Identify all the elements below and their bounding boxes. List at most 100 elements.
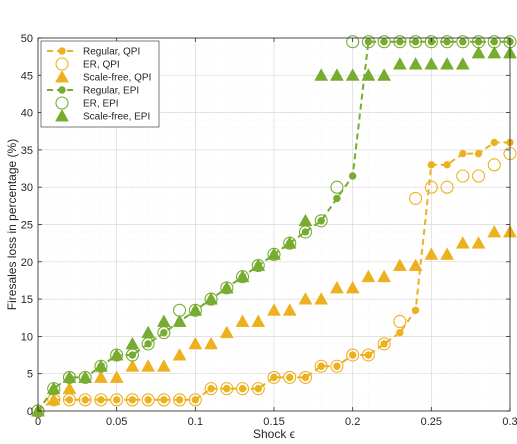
legend: Regular, QPI ER, QPI Scale-free, QPI Regula… xyxy=(40,40,160,128)
x-tick-label: 0.15 xyxy=(263,416,284,428)
data-point xyxy=(235,269,250,283)
y-tick-label: 50 xyxy=(21,33,33,45)
data-point xyxy=(427,161,436,169)
data-point xyxy=(392,57,407,70)
data-point xyxy=(110,393,124,407)
data-point xyxy=(380,38,388,46)
data-point xyxy=(348,172,357,180)
series-layer xyxy=(31,35,517,418)
data-point xyxy=(157,393,171,407)
data-point xyxy=(443,161,451,169)
data-point xyxy=(408,258,423,271)
data-point xyxy=(408,57,423,70)
data-point xyxy=(392,258,407,271)
legend-marker xyxy=(58,86,66,94)
data-point xyxy=(188,303,203,316)
series-scale-free-epi xyxy=(31,45,517,417)
data-point xyxy=(487,158,501,172)
data-point xyxy=(471,236,486,249)
data-point xyxy=(144,340,152,348)
legend-entry: Scale-free, EPI xyxy=(55,108,150,123)
data-point xyxy=(333,194,341,203)
data-point xyxy=(94,393,108,407)
data-point xyxy=(220,382,234,396)
data-point xyxy=(282,236,297,249)
legend-label: Scale-free, QPI xyxy=(83,73,151,84)
legend-marker xyxy=(55,69,69,83)
data-point xyxy=(361,348,375,362)
data-point xyxy=(125,359,140,372)
y-tick-label: 20 xyxy=(21,257,33,269)
y-tick-label: 45 xyxy=(21,70,33,82)
data-point xyxy=(235,314,250,327)
data-point xyxy=(94,359,108,372)
data-point xyxy=(298,370,313,384)
data-point xyxy=(160,396,168,404)
data-point xyxy=(78,393,92,407)
data-point xyxy=(46,392,61,406)
data-point xyxy=(456,169,470,183)
data-point xyxy=(424,57,439,70)
series-er-qpi xyxy=(31,147,517,418)
data-point xyxy=(62,381,77,395)
data-point xyxy=(424,35,438,49)
data-point xyxy=(330,280,344,294)
data-point xyxy=(144,396,152,404)
data-point xyxy=(141,359,156,372)
data-point xyxy=(267,370,281,384)
data-point xyxy=(298,213,313,227)
data-point xyxy=(455,236,470,249)
data-point xyxy=(409,35,423,49)
data-point xyxy=(471,45,486,59)
data-point xyxy=(377,269,392,283)
data-point xyxy=(440,180,454,194)
data-point xyxy=(267,247,281,260)
y-tick-label: 40 xyxy=(21,108,33,120)
data-point xyxy=(188,393,202,407)
data-point xyxy=(173,393,187,407)
data-point xyxy=(459,38,467,46)
x-tick-label: 0.1 xyxy=(188,416,203,428)
legend-label: Regular, EPI xyxy=(83,86,139,97)
data-point xyxy=(109,348,124,361)
x-tick-label: 0.05 xyxy=(106,416,127,428)
data-point xyxy=(317,362,325,370)
legend-label: Scale-free, EPI xyxy=(83,112,150,123)
data-point xyxy=(238,384,247,393)
data-point xyxy=(440,57,454,70)
data-point xyxy=(409,191,423,205)
data-point xyxy=(282,303,297,316)
data-point xyxy=(81,396,89,404)
x-tick-label: 0.2 xyxy=(345,416,360,428)
data-point xyxy=(219,325,234,339)
data-point xyxy=(78,370,93,383)
data-point xyxy=(440,35,454,49)
y-tick-label: 10 xyxy=(21,331,33,343)
data-point xyxy=(330,68,344,81)
data-point xyxy=(440,247,454,260)
data-point xyxy=(411,306,420,314)
data-point xyxy=(188,336,203,350)
data-point xyxy=(364,38,373,46)
legend-marker xyxy=(55,108,69,122)
data-point xyxy=(377,35,391,49)
data-point xyxy=(191,396,200,404)
data-point xyxy=(346,348,360,362)
data-point xyxy=(314,214,328,228)
y-tick-label: 0 xyxy=(27,406,33,418)
data-point xyxy=(424,180,438,194)
data-point xyxy=(471,169,486,183)
data-point xyxy=(487,45,502,59)
data-point xyxy=(156,314,171,327)
x-tick-label: 0 xyxy=(35,416,41,428)
legend-label: ER, QPI xyxy=(83,60,120,71)
y-tick-label: 25 xyxy=(21,220,33,232)
data-point xyxy=(377,337,391,351)
data-point xyxy=(128,351,137,359)
data-point xyxy=(286,373,294,382)
data-point xyxy=(267,303,281,316)
data-point xyxy=(156,359,171,372)
data-point xyxy=(487,224,502,238)
data-point xyxy=(361,35,375,49)
data-point xyxy=(125,336,140,350)
